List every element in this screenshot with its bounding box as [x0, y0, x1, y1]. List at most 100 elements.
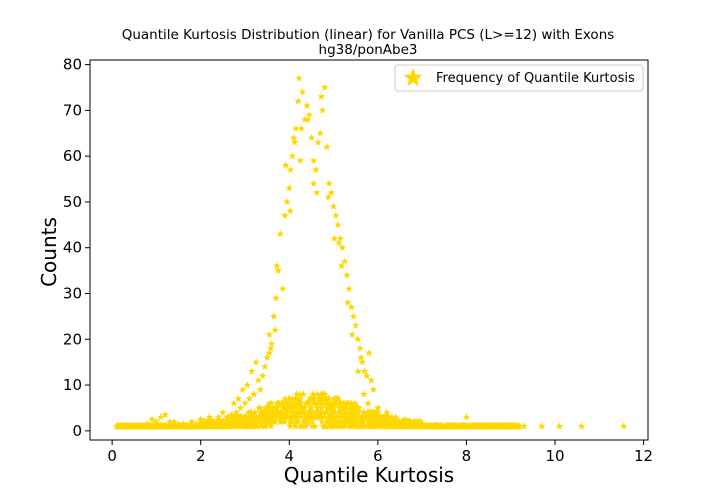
data-point-band — [317, 399, 326, 407]
data-point-band — [296, 394, 304, 403]
data-point — [281, 211, 289, 219]
data-point — [362, 371, 371, 380]
data-point — [238, 385, 247, 393]
data-point — [334, 220, 342, 229]
data-point-band — [465, 422, 474, 430]
data-point-band — [274, 408, 283, 416]
data-point — [318, 106, 327, 114]
data-point-band — [348, 413, 357, 421]
data-point-band — [330, 399, 339, 407]
data-point-band — [318, 403, 326, 412]
data-point-band — [304, 408, 312, 416]
data-point-band — [320, 390, 329, 398]
data-point-band — [234, 422, 242, 430]
data-point-band — [244, 417, 253, 425]
x-tick-label: 12 — [634, 447, 653, 465]
data-point-band — [383, 413, 392, 421]
data-point-band — [291, 422, 299, 430]
data-point-band — [129, 422, 138, 430]
data-point — [329, 202, 338, 210]
data-point-band — [392, 422, 400, 430]
data-point — [359, 390, 368, 398]
data-point-band — [227, 413, 236, 421]
data-point-band — [354, 417, 363, 425]
data-point — [323, 142, 331, 151]
data-point — [286, 207, 294, 215]
y-tick-label: 80 — [63, 56, 82, 74]
data-point — [303, 101, 311, 110]
data-point — [367, 376, 376, 384]
data-point-band — [288, 417, 296, 425]
data-point-band — [282, 399, 291, 407]
x-tick-label: 2 — [196, 447, 206, 465]
data-point-band — [318, 417, 326, 425]
data-point — [289, 133, 298, 142]
data-point-band — [337, 417, 346, 425]
data-point-band — [250, 413, 258, 421]
data-point — [165, 417, 174, 425]
data-point-band — [393, 417, 401, 425]
data-point-band — [266, 417, 274, 425]
data-point-band — [436, 422, 444, 430]
data-point-band — [292, 417, 300, 425]
data-point — [241, 399, 249, 407]
data-point-band — [267, 399, 276, 407]
data-point — [201, 417, 209, 425]
data-point-band — [316, 390, 325, 398]
data-point-band — [359, 408, 368, 416]
data-point — [338, 243, 347, 251]
data-point-band — [229, 417, 237, 425]
data-point — [348, 330, 356, 338]
data-point-band — [311, 399, 319, 407]
data-point-band — [404, 417, 412, 425]
data-point-band — [261, 413, 269, 421]
data-point-band — [267, 413, 275, 421]
data-point — [117, 422, 125, 430]
data-point-band — [328, 417, 337, 425]
data-point-band — [254, 413, 263, 421]
data-point-band — [299, 390, 308, 398]
data-point — [297, 124, 306, 132]
data-point-band — [314, 408, 323, 416]
data-point-band — [232, 417, 240, 425]
data-point-band — [319, 422, 328, 430]
data-point — [252, 358, 260, 366]
data-point-band — [317, 413, 325, 421]
data-point-band — [298, 422, 306, 430]
data-point — [286, 165, 295, 174]
data-point-band — [313, 403, 322, 412]
data-point-band — [353, 403, 362, 412]
data-point — [343, 298, 352, 306]
data-point — [232, 408, 240, 416]
data-point — [274, 266, 283, 274]
data-point-band — [353, 408, 362, 416]
data-point-band — [341, 408, 349, 416]
data-point-band — [415, 422, 424, 430]
data-point-band — [197, 422, 205, 430]
data-point-band — [241, 413, 250, 421]
data-point-band — [457, 422, 466, 430]
data-point — [418, 419, 426, 428]
data-point-band — [367, 417, 375, 425]
data-point-band — [407, 422, 416, 430]
data-point-band — [306, 403, 315, 412]
data-point-band — [149, 422, 157, 430]
data-point-band — [355, 413, 364, 421]
data-point-band — [313, 413, 322, 421]
data-point — [327, 188, 336, 197]
data-point-band — [154, 422, 163, 430]
data-point-band — [201, 422, 209, 430]
data-point-band — [301, 422, 310, 430]
x-tick-label: 10 — [545, 447, 564, 465]
data-point-band — [377, 417, 386, 425]
data-point-band — [240, 422, 248, 430]
data-point-band — [328, 403, 337, 412]
data-point-band — [301, 417, 310, 425]
data-point — [188, 417, 196, 425]
plot-frame — [89, 59, 649, 441]
data-point — [272, 294, 280, 302]
data-point-band — [288, 408, 297, 416]
data-point-band — [276, 413, 285, 421]
data-point-band — [208, 422, 217, 430]
data-point-band — [455, 422, 463, 430]
